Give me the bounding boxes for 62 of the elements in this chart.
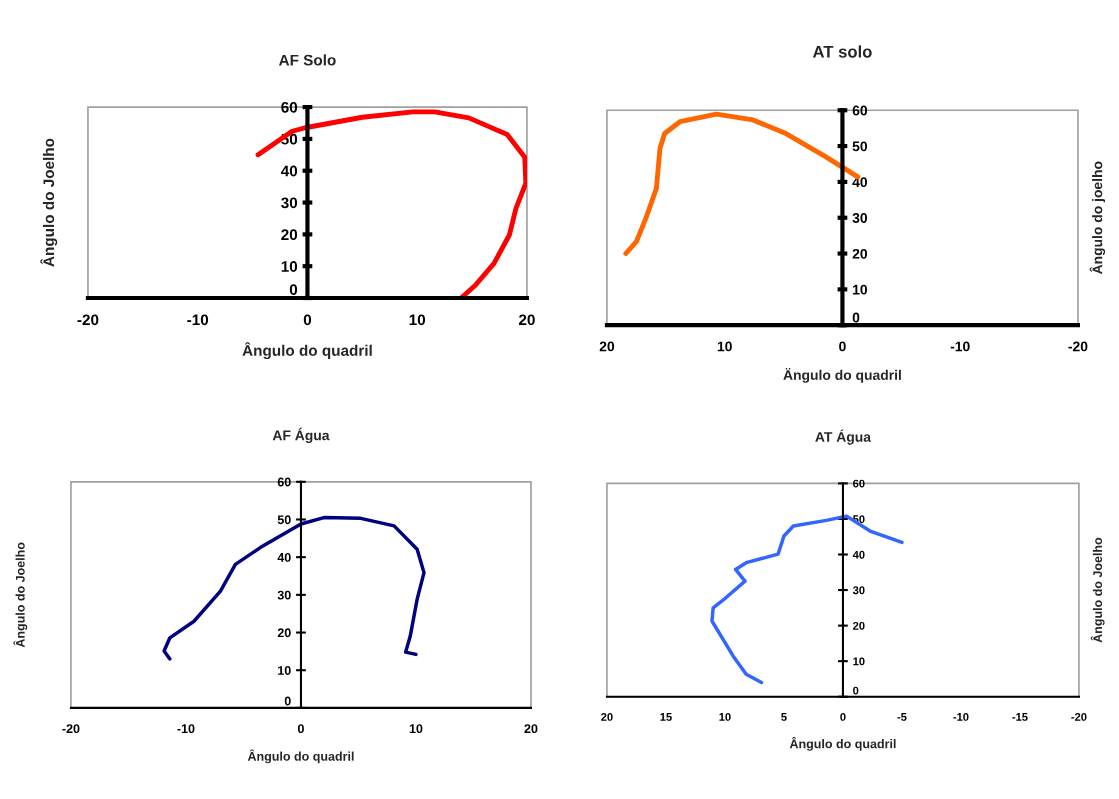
y-tick-label: 40 [277,552,291,562]
y-tick-label: 60 [277,477,291,487]
chart-title: AF Solo [278,54,336,66]
y-tick-label: 50 [852,141,868,152]
chart-title: AT Água [815,429,872,445]
y-tick-label: 30 [852,213,868,223]
x-tick-label: 15 [660,713,672,721]
chart-title: AF Água [272,427,330,444]
x-tick-label: 0 [303,314,312,326]
y-tick-label: 60 [853,479,865,488]
y-tick-label: 40 [280,165,298,177]
x-tick-label: -15 [1012,713,1028,721]
y-tick-label: 60 [852,105,868,116]
line-series [710,514,904,685]
y-tick-label: 20 [852,248,868,259]
x-axis-title: Ângulo do quadril [242,342,372,360]
x-tick-label: -20 [62,724,80,734]
x-tick-label: -20 [77,314,99,326]
y-tick-label: 0 [289,284,298,296]
x-tick-label: 20 [518,314,535,326]
x-tick-label: 20 [601,712,613,721]
y-tick-label: 30 [852,586,865,595]
y-axis-title: Ângulo do Joelho [13,542,28,648]
y-tick-label: 0 [284,696,291,706]
x-axis-title: Ângulo do quadril [247,749,354,764]
y-tick-label: 10 [278,666,291,675]
y-tick-label: 0 [853,686,859,695]
y-tick-label: 10 [853,284,868,295]
x-axis-title: Ângulo do quadril [789,736,896,751]
x-tick-label: 10 [717,341,732,352]
x-tick-label: 10 [719,712,731,721]
x-tick-label: 10 [409,314,426,326]
y-tick-label: 50 [277,515,291,525]
y-tick-label: 20 [281,229,298,241]
y-tick-label: 10 [853,657,865,666]
chart-title: AT solo [812,45,872,58]
x-tick-label: -10 [177,724,195,734]
y-tick-label: 30 [277,590,291,600]
y-tick-label: 10 [281,261,298,272]
y-tick-label: 40 [852,550,865,559]
x-tick-label: 0 [840,712,846,721]
line-series [162,515,426,661]
x-tick-label: 20 [524,724,538,734]
x-tick-label: 20 [599,341,615,352]
x-tick-label: -20 [1071,712,1087,721]
x-tick-label: -20 [1068,341,1088,352]
y-axis-title: Ângulo do Joelho [40,138,58,267]
y-tick-label: 40 [852,177,868,188]
x-axis-title: Ängulo do quadril [783,368,901,383]
x-tick-label: 0 [839,341,846,352]
x-tick-label: -10 [953,712,969,721]
y-axis-title: Ângulo do joelho [1089,161,1106,275]
y-tick-label: 20 [277,628,291,638]
x-tick-label: -10 [187,314,209,326]
x-tick-label: 10 [409,724,423,734]
x-tick-label: -5 [897,713,907,721]
y-axis-title: Ângulo do Joelho [1090,537,1105,643]
x-tick-label: 5 [781,713,787,721]
y-tick-label: 30 [281,197,298,209]
y-tick-label: 60 [281,101,298,113]
x-tick-label: -10 [950,341,970,352]
y-tick-label: 20 [853,621,865,630]
